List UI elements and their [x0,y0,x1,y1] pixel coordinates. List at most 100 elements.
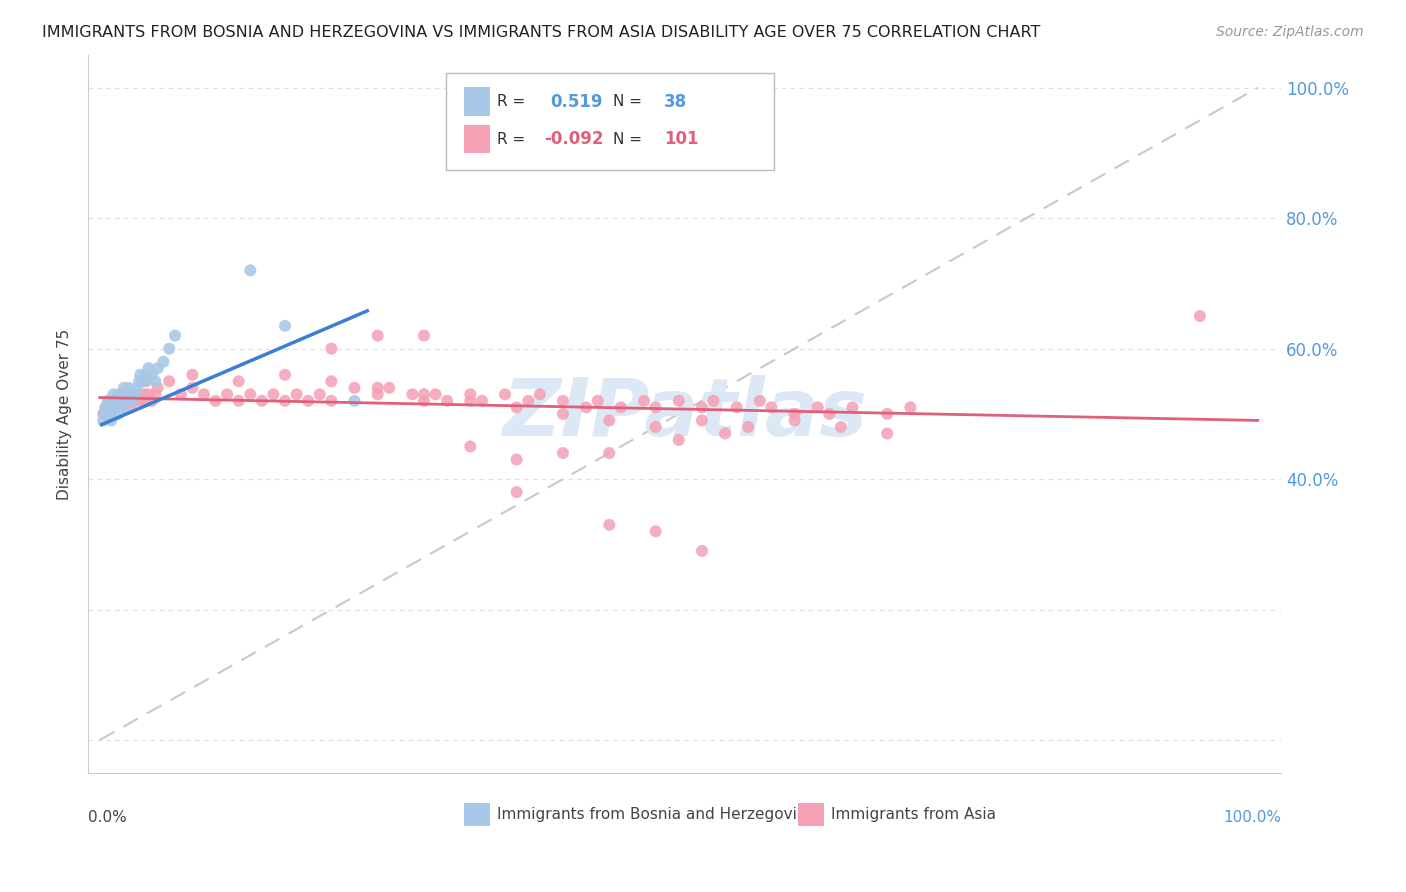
Point [876,426,898,441]
Text: IMMIGRANTS FROM BOSNIA AND HERZEGOVINA VS IMMIGRANTS FROM ASIA DISABILITY AGE OV: IMMIGRANTS FROM BOSNIA AND HERZEGOVINA V… [42,25,1040,40]
Point [98,401,121,415]
Point [460,393,482,408]
Text: N =: N = [613,95,643,110]
Point [690,413,713,427]
Point [274,368,297,382]
Point [343,381,366,395]
Point [668,393,690,408]
Text: 0.0%: 0.0% [89,810,127,824]
Point [551,407,574,421]
Point [204,393,226,408]
Point [297,393,319,408]
Point [105,393,128,408]
Point [143,374,166,388]
Point [737,420,759,434]
Bar [464,125,491,153]
Text: R =: R = [498,95,526,110]
Point [575,401,598,415]
Point [217,387,239,401]
Point [128,374,150,388]
Point [505,401,527,415]
Point [644,401,666,415]
Point [103,393,125,408]
Point [98,393,121,408]
Point [170,387,193,401]
Point [505,485,527,500]
Point [124,393,146,408]
Point [193,387,215,401]
Point [494,387,516,401]
Text: Immigrants from Asia: Immigrants from Asia [831,806,997,822]
Bar [464,87,491,116]
Point [644,524,666,539]
Point [146,361,169,376]
Point [228,393,250,408]
Point [285,387,308,401]
Text: -0.092: -0.092 [544,130,603,148]
Point [668,433,690,447]
Point [551,393,574,408]
Point [103,387,125,401]
Point [107,401,129,415]
Point [129,393,152,408]
Point [121,393,143,408]
Point [96,407,118,421]
Point [141,393,163,408]
Point [107,407,129,421]
Point [120,387,142,401]
Point [108,387,131,401]
Point [141,368,163,382]
Point [714,426,737,441]
Point [898,401,921,415]
Point [135,368,157,382]
Point [163,328,186,343]
Point [181,381,204,395]
Point [114,387,136,401]
Point [104,401,127,415]
Point [598,446,620,460]
Point [748,393,770,408]
Point [112,381,135,395]
Point [120,401,142,415]
Y-axis label: Disability Age Over 75: Disability Age Over 75 [58,328,72,500]
Point [125,387,148,401]
Point [110,393,132,408]
Point [100,407,122,421]
Bar [464,803,491,826]
Point [1188,309,1211,323]
Point [378,381,401,395]
Point [308,387,330,401]
Point [100,413,122,427]
Point [425,387,447,401]
Point [94,401,117,415]
Point [505,452,527,467]
Point [262,387,284,401]
Text: Immigrants from Bosnia and Herzegovina: Immigrants from Bosnia and Herzegovina [498,806,815,822]
Point [783,407,806,421]
Point [143,387,166,401]
Point [460,387,482,401]
Text: Source: ZipAtlas.com: Source: ZipAtlas.com [1216,25,1364,39]
Point [343,393,366,408]
Point [598,517,620,532]
Point [135,374,157,388]
Point [98,407,121,421]
Point [598,413,620,427]
Point [517,393,540,408]
Text: N =: N = [613,132,643,146]
Point [146,381,169,395]
Point [152,355,174,369]
Point [876,407,898,421]
Point [586,393,609,408]
Point [321,374,343,388]
Point [471,393,494,408]
Point [118,381,141,395]
Text: 38: 38 [664,93,688,111]
Point [367,381,389,395]
Text: 100.0%: 100.0% [1223,810,1281,824]
Point [274,393,297,408]
Point [436,393,458,408]
Point [114,387,136,401]
Point [551,446,574,460]
Point [413,387,436,401]
